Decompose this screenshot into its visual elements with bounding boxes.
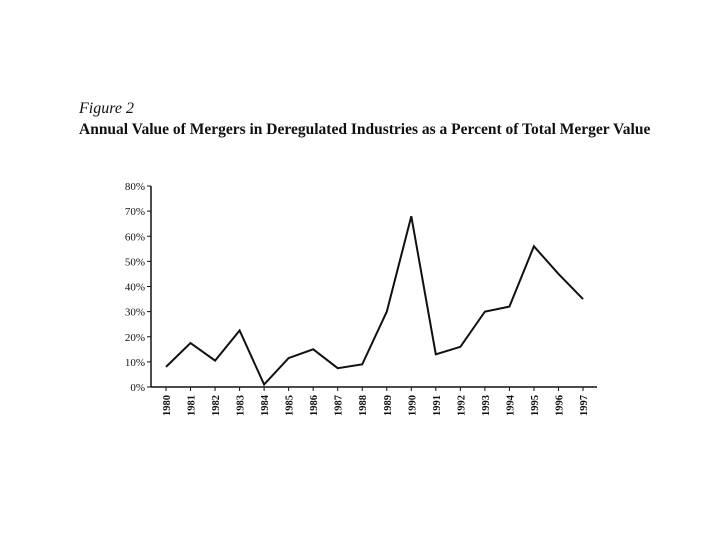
x-tick-label: 1985 (285, 395, 296, 416)
x-tick-label: 1989 (383, 395, 394, 416)
y-tick-label: 60% (125, 231, 145, 243)
x-tick-label: 1996 (554, 395, 565, 416)
y-tick-label: 20% (125, 332, 145, 344)
x-tick-label: 1994 (505, 394, 516, 416)
x-tick-label: 1987 (334, 395, 345, 416)
x-tick-label: 1982 (211, 395, 222, 416)
series-line (165, 215, 584, 387)
y-tick-label: 50% (125, 256, 145, 268)
figure-label: Figure 2 (79, 100, 134, 117)
chart-title: Annual Value of Mergers in Deregulated I… (79, 121, 651, 138)
x-tick-label: 1981 (187, 395, 198, 416)
x-tick-label: 1993 (481, 395, 492, 416)
x-tick-label: 1991 (432, 395, 443, 416)
x-tick-label: 1984 (260, 394, 271, 416)
x-tick-label: 1990 (407, 395, 418, 416)
x-tick-label: 1980 (162, 395, 173, 416)
x-tick-label: 1992 (456, 395, 467, 416)
x-axis-ticks: 1980 1981 1982 1983 1984 1985 1986 1987 1988 1989… (162, 387, 590, 416)
x-tick-label: 1997 (579, 395, 590, 416)
y-axis-ticks: 0% 10% 20% 30% 40% 50% 60% 70% 80% (125, 181, 151, 394)
x-tick-label: 1986 (309, 395, 320, 416)
x-tick-label: 1983 (236, 395, 247, 416)
data-series (165, 215, 584, 387)
y-tick-label: 80% (125, 181, 145, 193)
x-tick-label: 1988 (358, 395, 369, 416)
y-tick-label: 30% (125, 307, 145, 319)
y-tick-label: 40% (125, 282, 145, 294)
x-tick-label: 1995 (530, 395, 541, 416)
y-tick-label: 10% (125, 357, 145, 369)
y-tick-label: 0% (130, 382, 145, 394)
figure-caption: Figure 2 Annual Value of Mergers in Dere… (79, 99, 679, 140)
y-tick-label: 70% (125, 206, 145, 218)
